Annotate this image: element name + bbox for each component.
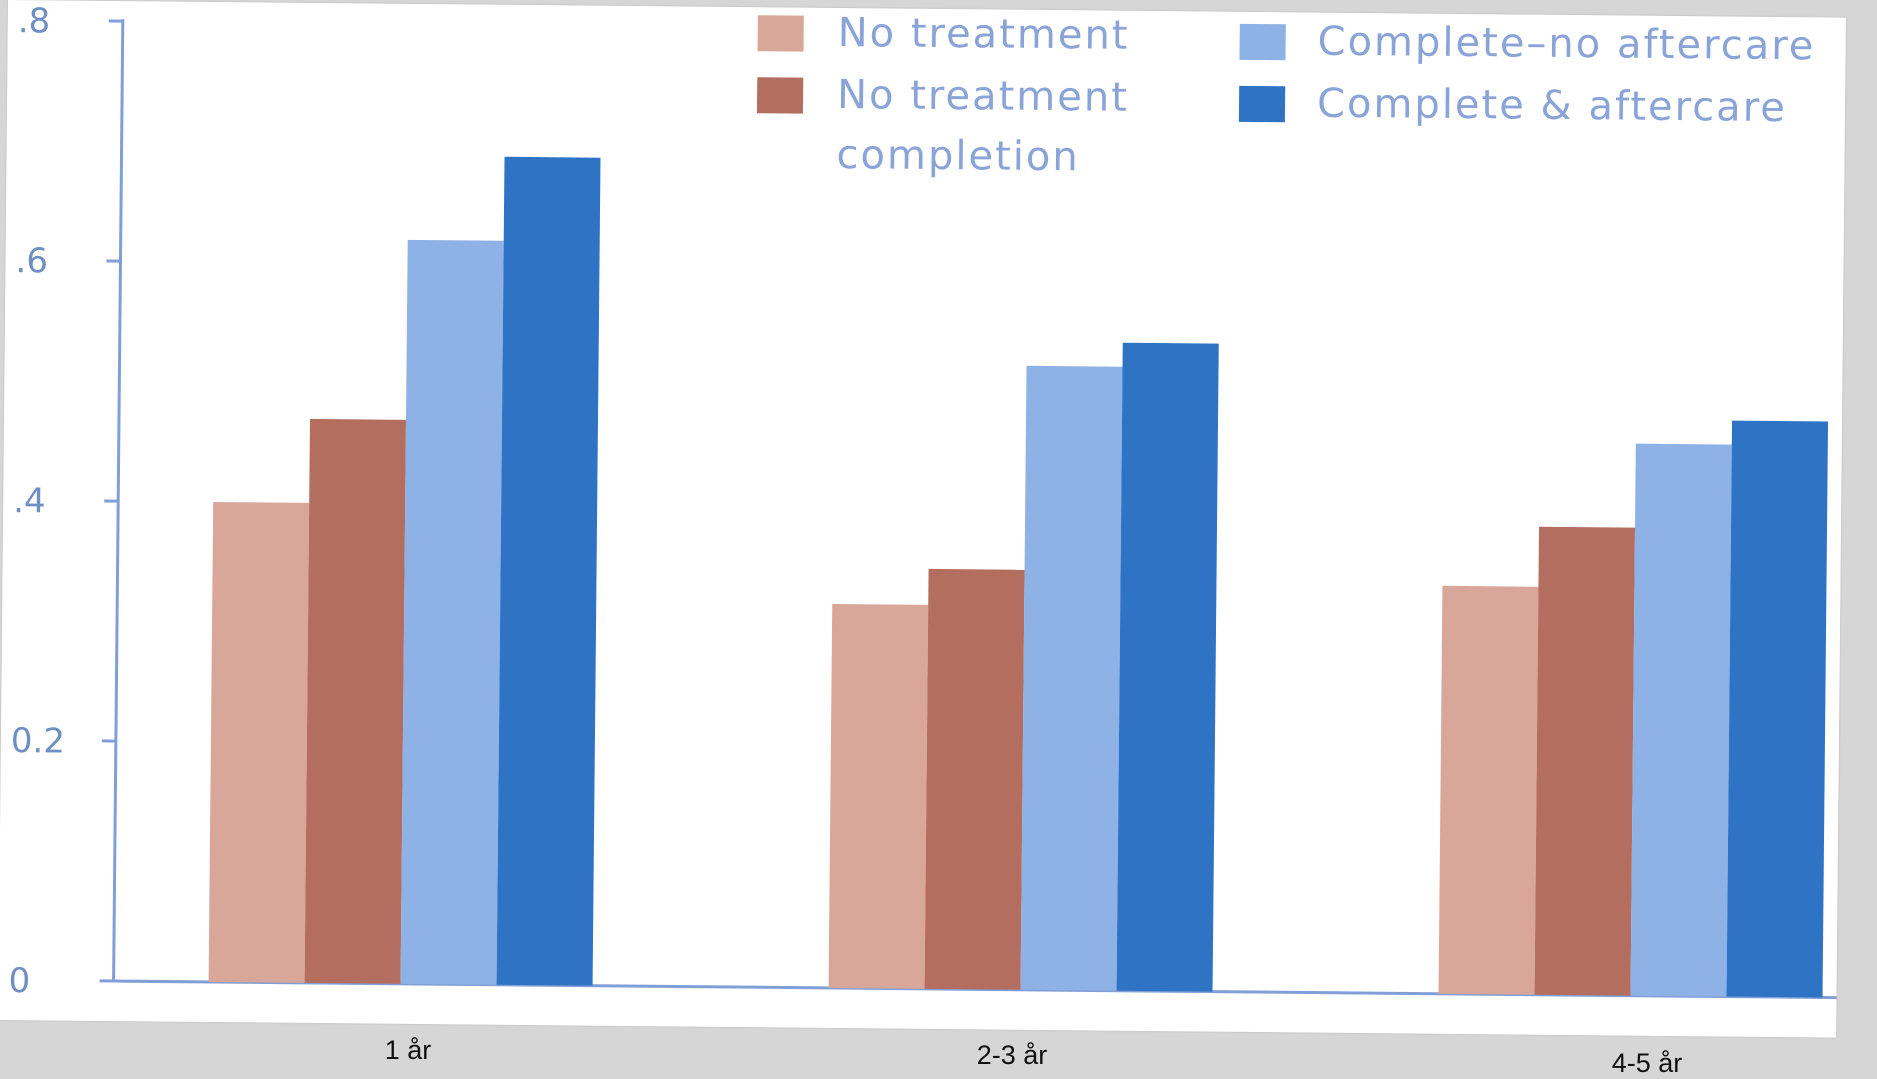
bar-2-1	[828, 603, 929, 989]
bar-1-3	[400, 239, 504, 985]
legend-col2-swatch-1	[1239, 23, 1286, 61]
legend-col1-label-2: No treatment	[837, 72, 1129, 121]
y-tick-label: .8	[18, 1, 51, 41]
bar-2-4	[1116, 342, 1219, 992]
legend-col2-label-1: Complete–no aftercare	[1317, 19, 1815, 70]
legend-col1-label-1: No treatment	[838, 10, 1130, 59]
bar-2-2	[924, 568, 1025, 990]
legend-col1-swatch-1	[757, 15, 804, 52]
bar-3-3	[1630, 443, 1732, 997]
category-label-3: 4-5 år	[1611, 1048, 1683, 1078]
bar-2-3	[1020, 365, 1123, 991]
bar-1-4	[496, 156, 601, 986]
legend-col1-swatch-2	[756, 77, 804, 114]
y-tick-label: .4	[13, 481, 46, 521]
bar-1-1	[208, 501, 310, 983]
category-label-1: 1 år	[384, 1035, 432, 1065]
bar-3-1	[1438, 585, 1539, 995]
bar-3-4	[1726, 420, 1829, 998]
bar-1-2	[304, 418, 406, 984]
y-tick-label: 0	[8, 961, 30, 1001]
legend-col2-swatch-2	[1238, 85, 1286, 123]
legend-col1-label-2: completion	[836, 132, 1080, 180]
chart-photo: .8 .6 .4 0.2 0 No treatment No treatment comple…	[0, 0, 1846, 1038]
bar-3-2	[1534, 526, 1636, 996]
y-tick-label: .6	[15, 241, 48, 281]
bar-chart: .8 .6 .4 0.2 0 No treatment No treatment comple…	[8, 1, 1837, 1001]
legend-col2-label-2: Complete & aftercare	[1317, 81, 1787, 132]
y-tick-label: 0.2	[11, 721, 65, 762]
category-label-2: 2-3 år	[976, 1040, 1048, 1070]
